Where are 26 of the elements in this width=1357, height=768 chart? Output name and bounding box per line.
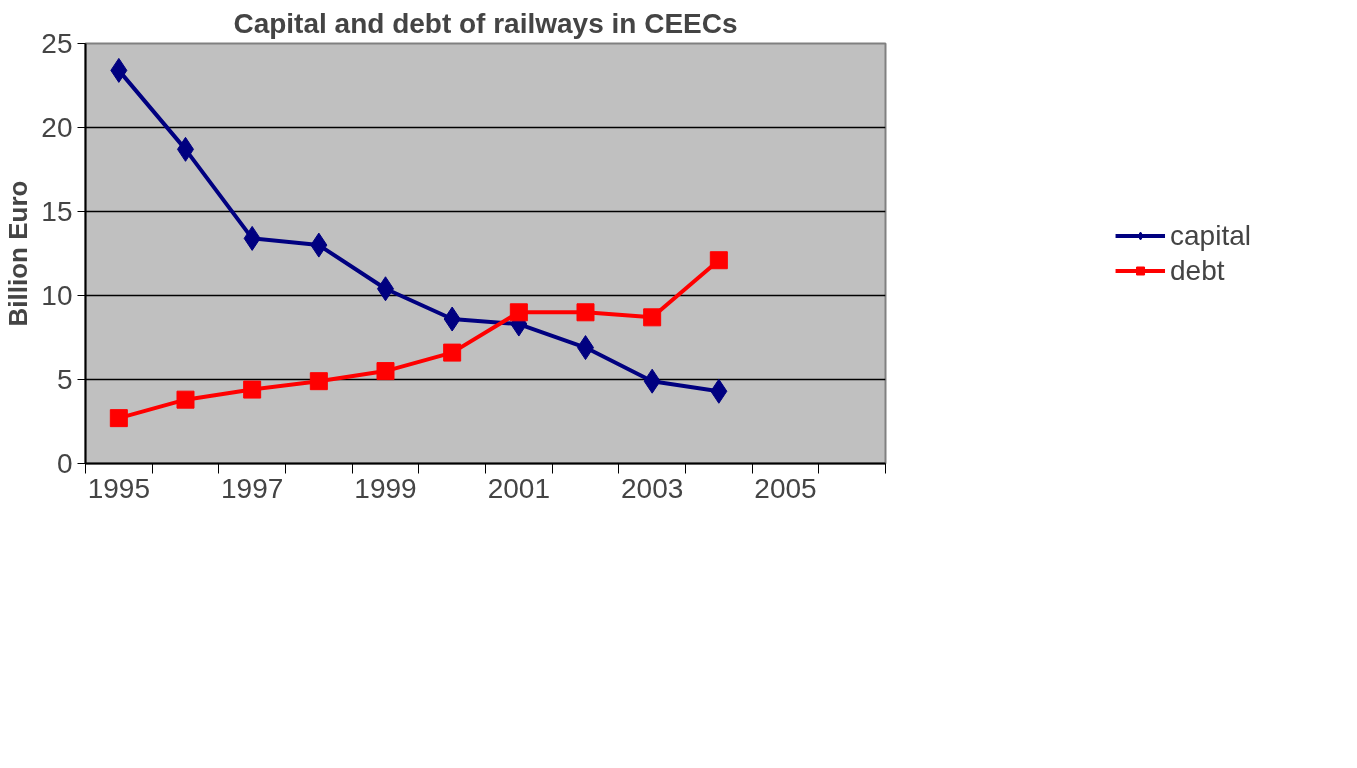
y-axis-title: Billion Euro [3, 180, 34, 327]
point [109, 409, 128, 428]
chart-title: Capital and debt of railways in CEECs [233, 7, 738, 39]
point [709, 251, 728, 270]
x-tick-label: 1995 [87, 472, 150, 504]
x-tick-label: 2005 [754, 472, 817, 504]
point [176, 390, 195, 409]
point [376, 362, 395, 381]
y-tick-label: 10 [41, 280, 73, 311]
point [309, 372, 328, 391]
legend-label: capital [1170, 219, 1251, 252]
x-tick-label: 2003 [621, 472, 684, 504]
y-tick-label: 5 [56, 364, 73, 395]
point [576, 303, 595, 322]
y-tick-label: 20 [41, 112, 73, 143]
y-tick-label: 25 [41, 28, 73, 59]
point [509, 303, 528, 322]
legend-label: debt [1170, 254, 1225, 287]
y-tick-label: 0 [56, 448, 73, 479]
x-tick-label: 1997 [221, 472, 284, 504]
point [443, 343, 462, 362]
x-tick-label: 2001 [487, 472, 550, 504]
x-tick-label: 1999 [354, 472, 417, 504]
y-tick-label: 15 [41, 196, 73, 227]
point [643, 308, 662, 327]
point [243, 380, 262, 399]
